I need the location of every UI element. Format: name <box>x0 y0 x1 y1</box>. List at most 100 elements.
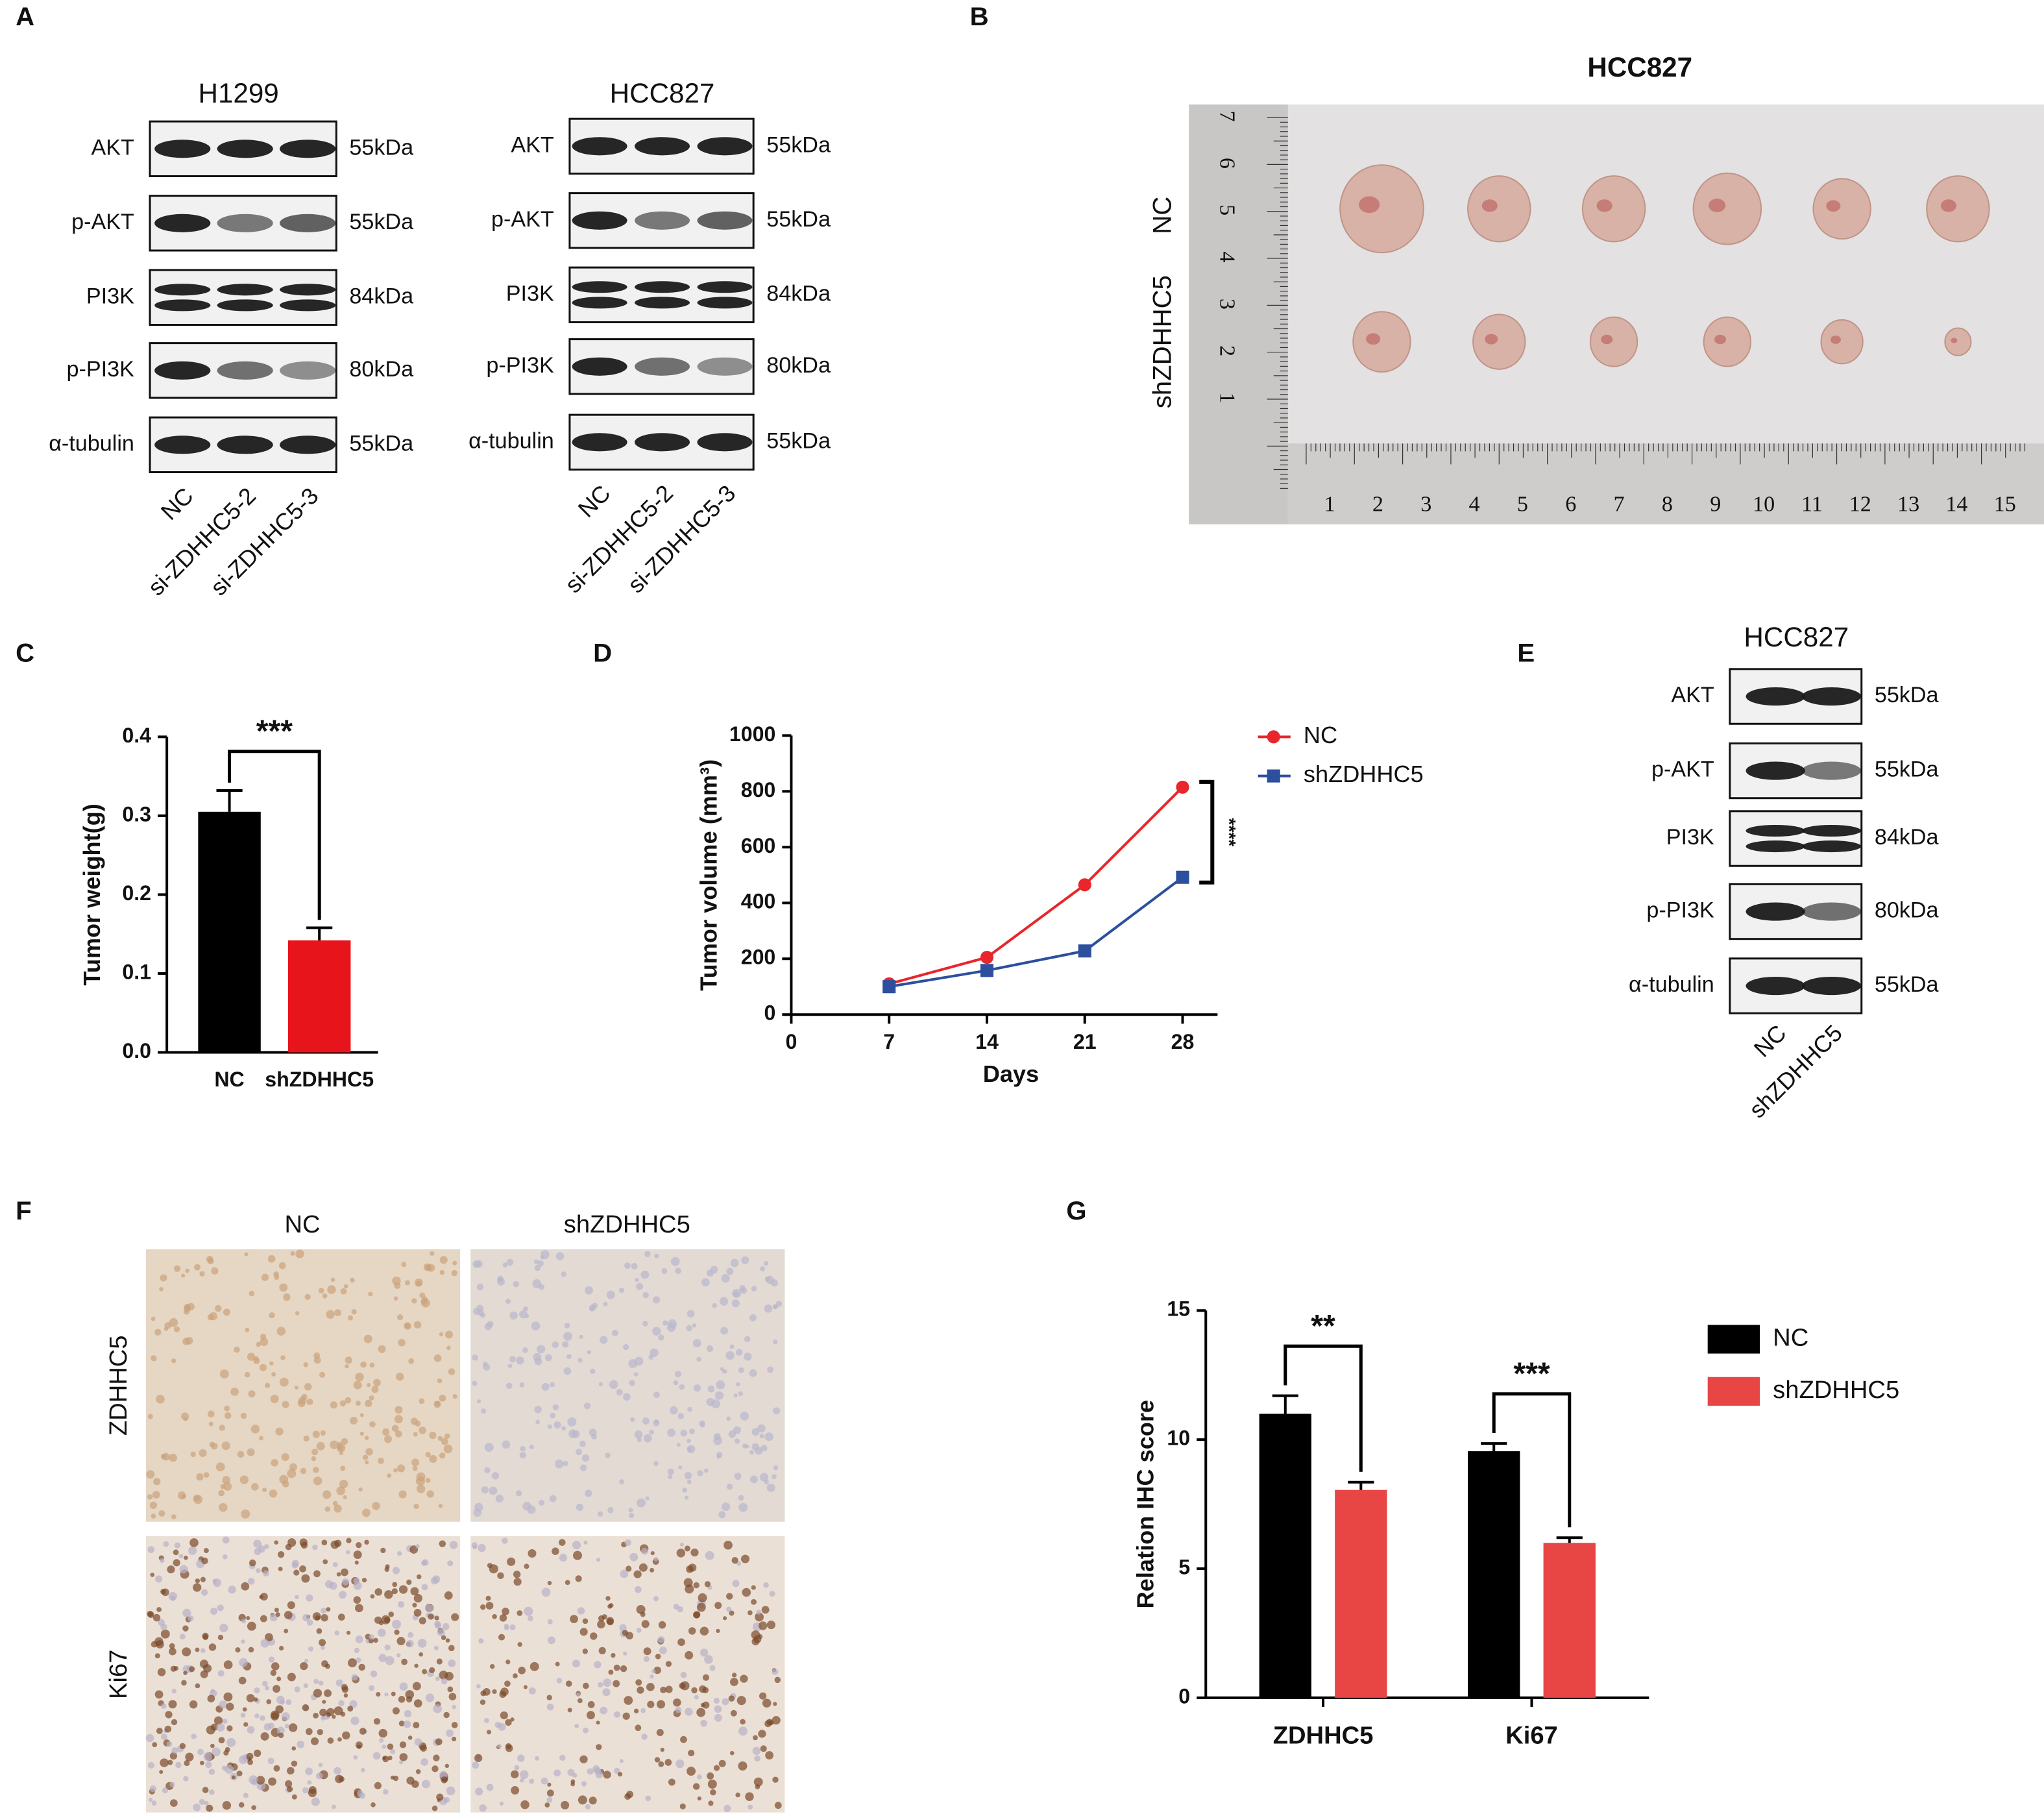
ihc-cell <box>630 1417 635 1422</box>
ihc-cell <box>749 1369 757 1377</box>
ihc-cell <box>547 1619 553 1624</box>
ihc-cell <box>393 1296 398 1301</box>
ihc-cell <box>300 1467 307 1475</box>
ihc-cell <box>711 1399 721 1408</box>
ihc-cell <box>409 1545 419 1554</box>
ihc-cell <box>380 1547 386 1554</box>
ihc-cell <box>576 1449 582 1456</box>
ihc-cell <box>714 1705 722 1713</box>
ihc-cell <box>203 1664 212 1673</box>
ihc-cell <box>700 1626 709 1636</box>
ihc-cell <box>294 1686 300 1693</box>
ihc-cell <box>412 1682 421 1691</box>
ihc-cell <box>152 1742 158 1748</box>
ihc-cell <box>392 1567 400 1575</box>
y-axis-label: Relation IHC score <box>1132 1400 1158 1608</box>
ihc-cell <box>624 1793 631 1800</box>
ihc-cell <box>650 1551 655 1556</box>
ihc-cell <box>759 1692 767 1700</box>
blot-size-label: 55kDa <box>766 428 831 453</box>
ihc-cell <box>428 1613 434 1620</box>
blot-band <box>572 281 627 293</box>
ihc-cell <box>765 1751 774 1759</box>
ihc-cell <box>487 1321 494 1328</box>
ihc-cell <box>719 1297 729 1306</box>
ihc-cell <box>338 1776 345 1782</box>
ihc-cell <box>486 1730 492 1735</box>
ihc-cell <box>340 1568 348 1576</box>
ihc-cell <box>337 1737 342 1742</box>
ihc-cell <box>207 1695 215 1703</box>
ihc-cell <box>523 1685 528 1689</box>
ihc-cell <box>382 1756 387 1760</box>
ihc-cell <box>279 1377 289 1387</box>
ihc-cell <box>661 1268 668 1274</box>
ihc-cell <box>766 1621 775 1630</box>
ihc-cell <box>726 1416 731 1421</box>
ihc-cell <box>286 1786 293 1793</box>
ihc-cell <box>499 1614 507 1622</box>
ihc-cell <box>242 1707 247 1712</box>
ihc-cell <box>446 1345 451 1351</box>
ihc-cell <box>324 1689 332 1697</box>
ihc-image <box>146 1249 461 1522</box>
ihc-cell <box>561 1426 566 1431</box>
ihc-cell <box>395 1430 402 1438</box>
ihc-cell <box>730 1258 739 1268</box>
ihc-cell <box>702 1687 709 1694</box>
ihc-cell <box>208 1643 217 1651</box>
blot-frame <box>149 269 337 326</box>
y-tick-label: 0 <box>1178 1684 1190 1708</box>
ihc-cell <box>216 1723 225 1732</box>
ihc-cell <box>766 1484 775 1492</box>
ihc-cell <box>511 1786 520 1795</box>
ihc-cell <box>637 1686 644 1694</box>
ihc-cell <box>262 1680 268 1687</box>
ihc-cell <box>587 1701 595 1708</box>
ihc-cell <box>636 1282 643 1290</box>
ihc-cell <box>211 1267 219 1275</box>
ihc-cell <box>317 1729 324 1735</box>
ruler-number: 4 <box>1469 493 1480 517</box>
legend-label: shZDHHC5 <box>1304 761 1424 787</box>
ihc-cell <box>307 1780 312 1785</box>
ihc-cell <box>535 1756 540 1761</box>
ihc-cell <box>529 1778 535 1784</box>
ihc-cell <box>738 1495 744 1501</box>
ihc-cell <box>164 1725 172 1733</box>
ihc-cell <box>193 1495 203 1504</box>
ihc-cell <box>340 1465 346 1471</box>
ihc-cell <box>415 1544 420 1549</box>
ihc-cell <box>728 1430 736 1438</box>
ihc-cell <box>477 1399 481 1404</box>
ihc-cell <box>541 1777 548 1785</box>
ihc-cell <box>160 1453 167 1460</box>
ihc-cell <box>634 1356 644 1366</box>
significance-bracket <box>1199 779 1215 885</box>
ihc-cell <box>256 1568 261 1573</box>
ihc-cell <box>347 1315 353 1321</box>
ihc-cell <box>757 1424 766 1433</box>
ruler-number: 5 <box>1517 493 1528 517</box>
ihc-cell <box>422 1780 430 1789</box>
ihc-cell <box>549 1495 557 1502</box>
ihc-cell <box>633 1372 639 1377</box>
ihc-cell <box>210 1689 215 1693</box>
ihc-cell <box>554 1421 561 1429</box>
blot-band <box>572 357 627 376</box>
blot-band <box>697 357 753 376</box>
blot-size-label: 80kDa <box>766 353 831 378</box>
ihc-cell <box>275 1427 284 1436</box>
ihc-cell <box>602 1688 611 1697</box>
ihc-cell <box>268 1777 276 1786</box>
ihc-cell <box>243 1722 249 1727</box>
ihc-cell <box>572 1550 583 1560</box>
ihc-cell <box>722 1698 729 1706</box>
ihc-cell <box>712 1303 717 1308</box>
ihc-cell <box>311 1449 319 1456</box>
ihc-cell <box>716 1380 725 1390</box>
ihc-cell <box>346 1630 351 1635</box>
ihc-cell <box>537 1345 546 1354</box>
ihc-cell <box>206 1804 213 1812</box>
ihc-cell <box>160 1623 167 1631</box>
